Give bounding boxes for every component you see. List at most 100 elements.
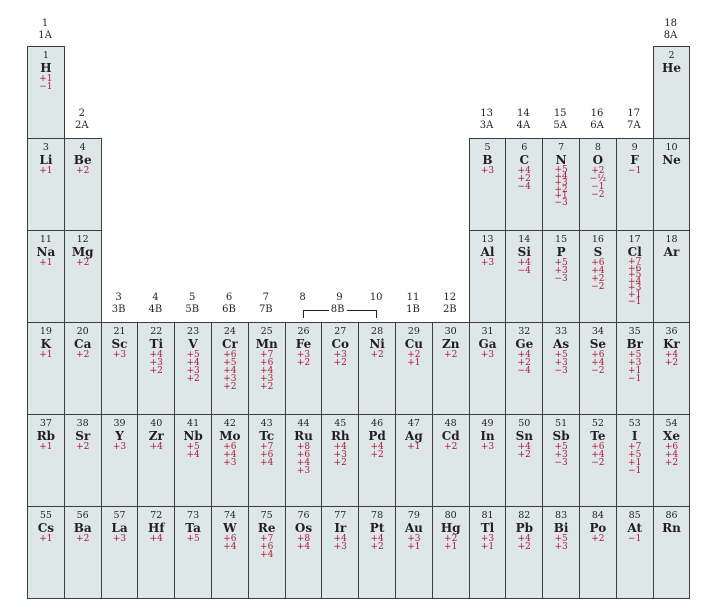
element-cell-si: 14 Si +4 −4 xyxy=(505,230,544,323)
group-header: 14 4A xyxy=(505,108,541,132)
element-cell-bi: 83 Bi +5 +3 xyxy=(542,506,580,599)
atomic-number: 35 xyxy=(628,326,641,337)
element-symbol: Au xyxy=(404,521,423,535)
element-cell-re: 75 Re +7 +6 +4 xyxy=(247,506,286,599)
oxidation-state: +1 xyxy=(407,358,421,368)
atomic-number: 56 xyxy=(76,510,89,521)
oxidation-states: +1 xyxy=(28,443,64,452)
oxidation-state: −1 xyxy=(591,182,605,192)
oxidation-state: +3 xyxy=(112,534,127,544)
oxidation-states: +1 xyxy=(28,535,64,544)
group-number: 12 xyxy=(443,292,457,303)
element-symbol: C xyxy=(519,153,530,167)
element-cell-xe: 54 Xe +6 +4 +2 xyxy=(652,414,691,507)
element-symbol: Mn xyxy=(255,337,278,351)
atomic-number: 80 xyxy=(444,510,457,521)
atomic-number: 46 xyxy=(371,418,384,429)
atomic-number: 78 xyxy=(371,510,384,521)
element-cell-cs: 55 Cs +1 xyxy=(27,506,65,599)
oxidation-state: +6 xyxy=(260,358,274,368)
oxidation-states: +2 xyxy=(433,351,469,360)
element-symbol: Sc xyxy=(111,337,128,351)
element-symbol: Zr xyxy=(148,429,164,443)
atomic-number: 34 xyxy=(591,326,604,337)
element-symbol: Rh xyxy=(330,429,350,443)
oxidation-state: +2 xyxy=(517,174,531,184)
atomic-number: 14 xyxy=(518,234,531,245)
element-symbol: Al xyxy=(480,245,495,259)
element-cell-ta: 73 Ta +5 xyxy=(174,506,212,599)
group-label: 8A xyxy=(663,30,678,41)
element-cell-h: 1 H +1 −1 xyxy=(27,46,65,139)
oxidation-states: +5 +4 +3 +2 +1 −3 xyxy=(543,166,579,207)
element-symbol: Tc xyxy=(259,429,275,443)
oxidation-state: +3 xyxy=(186,366,200,376)
oxidation-states: +1 xyxy=(396,443,432,452)
atomic-number: 41 xyxy=(187,418,200,429)
element-cell-hg: 80 Hg +2 +1 xyxy=(431,506,470,599)
oxidation-states: +4 xyxy=(138,443,174,452)
element-cell-ti: 22 Ti +4 +3 +2 xyxy=(137,322,176,415)
element-cell-ar: 18 Ar xyxy=(652,230,691,323)
oxidation-state: +7 xyxy=(260,534,274,544)
element-symbol: Ag xyxy=(405,429,423,443)
group-number: 11 xyxy=(406,292,420,303)
oxidation-states: +1 xyxy=(28,259,64,268)
element-cell-ba: 56 Ba +2 xyxy=(63,506,102,599)
atomic-number: 27 xyxy=(334,326,347,337)
oxidation-state: +2 xyxy=(554,184,568,195)
element-symbol: La xyxy=(111,521,128,535)
group-label: 5A xyxy=(553,120,567,131)
oxidation-state: +2 xyxy=(591,274,605,284)
element-cell-c: 6 C +4 +2 −4 xyxy=(505,138,544,231)
oxidation-state: +6 xyxy=(223,350,237,360)
element-cell-mo: 42 Mo +6 +4 +3 xyxy=(211,414,249,507)
group-header: 18 8A xyxy=(653,18,689,42)
element-cell-at: 85 At −1 xyxy=(615,506,654,599)
oxidation-state: −4 xyxy=(517,266,531,276)
atomic-number: 33 xyxy=(555,326,568,337)
element-symbol: Ni xyxy=(369,337,385,351)
oxidation-state: +4 xyxy=(628,276,642,287)
oxidation-state: +1 xyxy=(554,191,568,202)
oxidation-state: −1 xyxy=(628,466,642,476)
oxidation-state: +2 xyxy=(591,166,605,176)
atomic-number: 47 xyxy=(407,418,420,429)
oxidation-states: +6 +5 +4 +3 +2 xyxy=(212,350,248,392)
oxidation-state: −3 xyxy=(554,366,568,376)
element-cell-co: 27 Co +3 +2 xyxy=(321,322,360,415)
oxidation-states: +2 +1 xyxy=(396,351,432,368)
oxidation-state: −1 xyxy=(628,296,642,307)
oxidation-state: +1 xyxy=(39,350,53,360)
oxidation-states: +3 xyxy=(470,167,506,176)
element-symbol: Po xyxy=(589,521,607,535)
atomic-number: 11 xyxy=(39,234,52,245)
oxidation-state: +2 xyxy=(76,258,90,268)
group-label: 2B xyxy=(442,304,457,315)
group-label: 6B xyxy=(222,304,236,315)
element-symbol: Rn xyxy=(662,521,681,535)
atomic-number: 40 xyxy=(150,418,163,429)
element-cell-sb: 51 Sb +5 +3 −3 xyxy=(542,414,580,507)
oxidation-states: +5 +4 xyxy=(175,443,211,460)
element-cell-he: 2 He xyxy=(652,46,691,139)
element-symbol: Ta xyxy=(185,521,201,535)
oxidation-state: +4 xyxy=(517,442,531,452)
atomic-number: 22 xyxy=(150,326,163,337)
oxidation-states: +4 +2 xyxy=(654,351,690,368)
group-number: 14 xyxy=(517,108,530,119)
oxidation-state: −2 xyxy=(591,282,605,292)
group-number: 7 xyxy=(262,292,269,303)
atomic-number: 51 xyxy=(555,418,568,429)
group-header: 13 3A xyxy=(469,108,505,132)
oxidation-states: +5 +3 +1 −1 xyxy=(617,351,653,384)
element-symbol: Hg xyxy=(440,521,461,535)
group-number: 2 xyxy=(78,108,85,119)
atomic-number: 76 xyxy=(297,510,310,521)
oxidation-state: +6 xyxy=(664,442,679,452)
oxidation-state: +6 xyxy=(591,258,605,268)
atomic-number: 25 xyxy=(260,326,273,337)
oxidation-states: +3 +2 xyxy=(286,351,322,368)
atomic-number: 74 xyxy=(223,510,236,521)
element-symbol: Be xyxy=(73,153,92,167)
